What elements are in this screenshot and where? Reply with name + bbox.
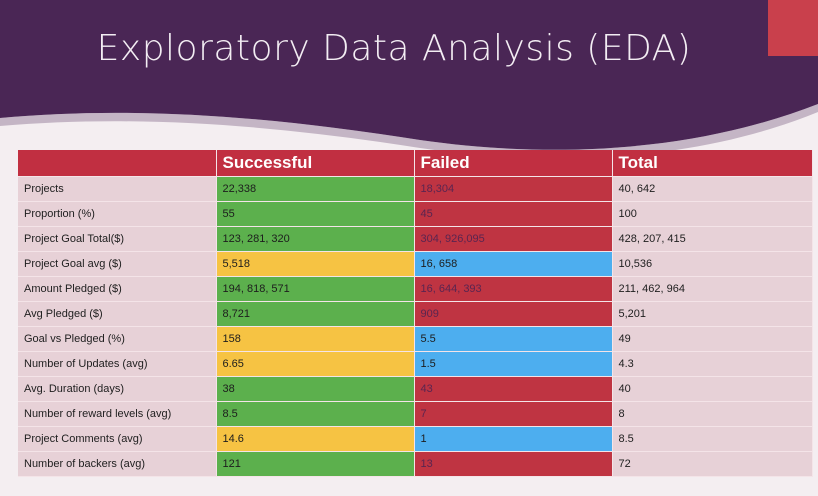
table-row: Project Goal avg ($) 5,518 16, 658 10,536 <box>18 251 813 277</box>
row-label-cell: Project Comments (avg) <box>18 426 217 452</box>
table-row: Project Comments (avg) 14.6 1 8.5 <box>18 426 813 452</box>
table-header-row: Successful Failed Total <box>18 150 813 177</box>
row-label-cell: Goal vs Pledged (%) <box>18 326 217 352</box>
table-row: Projects 22,338 18,304 40, 642 <box>18 176 813 202</box>
table-row: Number of reward levels (avg) 8.5 7 8 <box>18 401 813 427</box>
total-cell: 40 <box>612 376 813 402</box>
total-cell: 211, 462, 964 <box>612 276 813 302</box>
failed-cell: 45 <box>414 201 613 227</box>
header-total: Total <box>612 150 813 177</box>
header-empty <box>18 150 217 177</box>
row-label-cell: Proportion (%) <box>18 201 217 227</box>
eda-table: Successful Failed Total Projects 22,338 18… <box>18 150 813 477</box>
row-label-cell: Number of backers (avg) <box>18 451 217 477</box>
total-cell: 8.5 <box>612 426 813 452</box>
successful-cell: 8.5 <box>216 401 415 427</box>
table-row: Avg. Duration (days) 38 43 40 <box>18 376 813 402</box>
successful-cell: 121 <box>216 451 415 477</box>
total-cell: 72 <box>612 451 813 477</box>
row-label-cell: Number of Updates (avg) <box>18 351 217 377</box>
total-cell: 4.3 <box>612 351 813 377</box>
table-row: Amount Pledged ($) 194, 818, 571 16, 644, … <box>18 276 813 302</box>
table-row: Avg Pledged ($) 8,721 909 5,201 <box>18 301 813 327</box>
table-row: Proportion (%) 55 45 100 <box>18 201 813 227</box>
row-label-cell: Avg Pledged ($) <box>18 301 217 327</box>
title-banner <box>0 0 818 150</box>
successful-cell: 158 <box>216 326 415 352</box>
table-row: Number of backers (avg) 121 13 72 <box>18 451 813 477</box>
total-cell: 428, 207, 415 <box>612 226 813 252</box>
page-title: Exploratory Data Analysis (EDA) <box>96 28 692 69</box>
table-row: Number of Updates (avg) 6.65 1.5 4.3 <box>18 351 813 377</box>
failed-cell: 18,304 <box>414 176 613 202</box>
row-label-cell: Amount Pledged ($) <box>18 276 217 302</box>
failed-cell: 5.5 <box>414 326 613 352</box>
successful-cell: 38 <box>216 376 415 402</box>
table-row: Project Goal Total($) 123, 281, 320 304, 9… <box>18 226 813 252</box>
failed-cell: 304, 926,095 <box>414 226 613 252</box>
row-label-cell: Project Goal avg ($) <box>18 251 217 277</box>
failed-cell: 909 <box>414 301 613 327</box>
failed-cell: 1 <box>414 426 613 452</box>
failed-cell: 1.5 <box>414 351 613 377</box>
total-cell: 10,536 <box>612 251 813 277</box>
table-row: Goal vs Pledged (%) 158 5.5 49 <box>18 326 813 352</box>
successful-cell: 55 <box>216 201 415 227</box>
successful-cell: 194, 818, 571 <box>216 276 415 302</box>
banner-shape <box>0 0 818 150</box>
failed-cell: 43 <box>414 376 613 402</box>
failed-cell: 16, 658 <box>414 251 613 277</box>
successful-cell: 5,518 <box>216 251 415 277</box>
successful-cell: 123, 281, 320 <box>216 226 415 252</box>
successful-cell: 8,721 <box>216 301 415 327</box>
successful-cell: 14.6 <box>216 426 415 452</box>
total-cell: 8 <box>612 401 813 427</box>
header-successful: Successful <box>216 150 415 177</box>
header-failed: Failed <box>414 150 613 177</box>
accent-square <box>768 0 818 56</box>
total-cell: 49 <box>612 326 813 352</box>
total-cell: 40, 642 <box>612 176 813 202</box>
failed-cell: 16, 644, 393 <box>414 276 613 302</box>
row-label-cell: Avg. Duration (days) <box>18 376 217 402</box>
total-cell: 100 <box>612 201 813 227</box>
row-label-cell: Projects <box>18 176 217 202</box>
failed-cell: 7 <box>414 401 613 427</box>
eda-table-container: Successful Failed Total Projects 22,338 18… <box>18 150 813 477</box>
failed-cell: 13 <box>414 451 613 477</box>
total-cell: 5,201 <box>612 301 813 327</box>
row-label-cell: Number of reward levels (avg) <box>18 401 217 427</box>
successful-cell: 6.65 <box>216 351 415 377</box>
successful-cell: 22,338 <box>216 176 415 202</box>
row-label-cell: Project Goal Total($) <box>18 226 217 252</box>
